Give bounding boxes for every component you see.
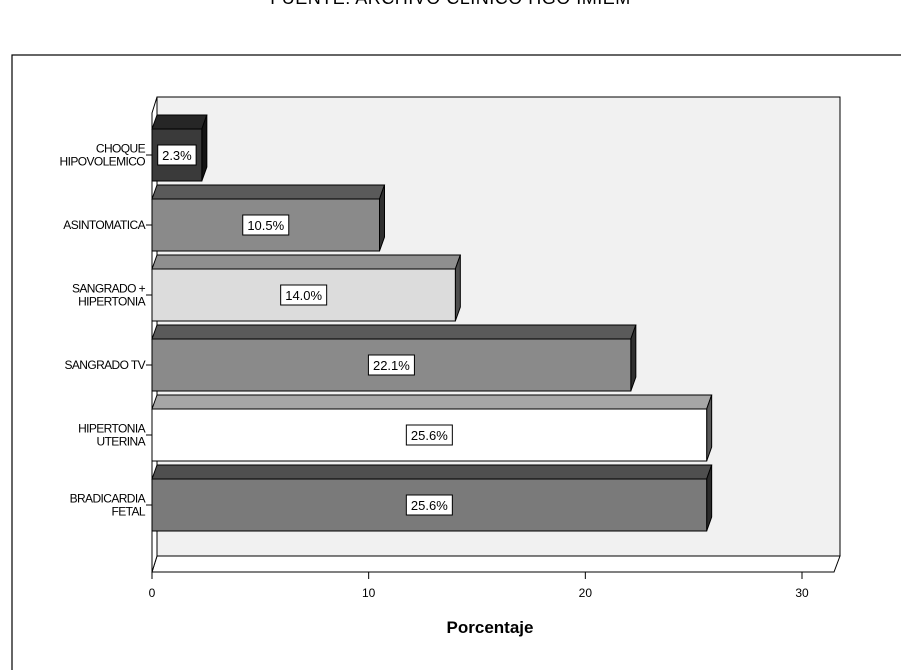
data-label-box — [405, 494, 453, 516]
category-label: HIPERTONIA — [78, 422, 146, 436]
data-label-box — [242, 214, 290, 236]
category-label: UTERINA — [97, 435, 146, 449]
data-label: 25.6% — [411, 498, 448, 513]
category-label: ASINTOMATICA — [63, 218, 145, 232]
category-label: SANGRADO + — [72, 282, 146, 296]
category-label: HIPOVOLEMICO — [60, 155, 146, 169]
source-caption: FUENTE: ARCHIVO CLINICO HGO IMIEM — [0, 0, 901, 9]
data-label: 14.0% — [285, 288, 322, 303]
bar-top-face — [151, 394, 713, 410]
bars-layer: 2.3% 10.5% 14.0% 22.1% 25.6% 25.6% — [151, 114, 713, 532]
category-label: BRADICARDIA — [70, 492, 146, 506]
data-label-box — [280, 284, 328, 306]
x-tick-label: 30 — [795, 586, 809, 600]
bar-top-face — [151, 114, 208, 130]
data-label: 22.1% — [373, 358, 410, 373]
category-label: HIPERTONIA — [78, 295, 146, 309]
data-label-box — [367, 354, 415, 376]
bar-top-face — [151, 254, 462, 270]
x-tick-label: 10 — [362, 586, 376, 600]
data-label: 25.6% — [411, 428, 448, 443]
bar-top-face — [151, 324, 637, 340]
bar-top-face — [151, 184, 386, 200]
x-tick-label: 20 — [579, 586, 593, 600]
x-axis-title: Porcentaje — [447, 618, 534, 637]
data-label: 10.5% — [247, 218, 284, 233]
bar-top-face — [151, 464, 713, 480]
plot-floor — [151, 555, 841, 573]
data-label: 2.3% — [162, 148, 192, 163]
category-label: CHOQUE — [96, 142, 146, 156]
category-label: FETAL — [112, 505, 146, 519]
category-label: SANGRADO TV — [64, 358, 145, 372]
x-tick-label: 0 — [149, 586, 156, 600]
data-label-box — [405, 424, 453, 446]
data-label-box — [157, 144, 197, 166]
